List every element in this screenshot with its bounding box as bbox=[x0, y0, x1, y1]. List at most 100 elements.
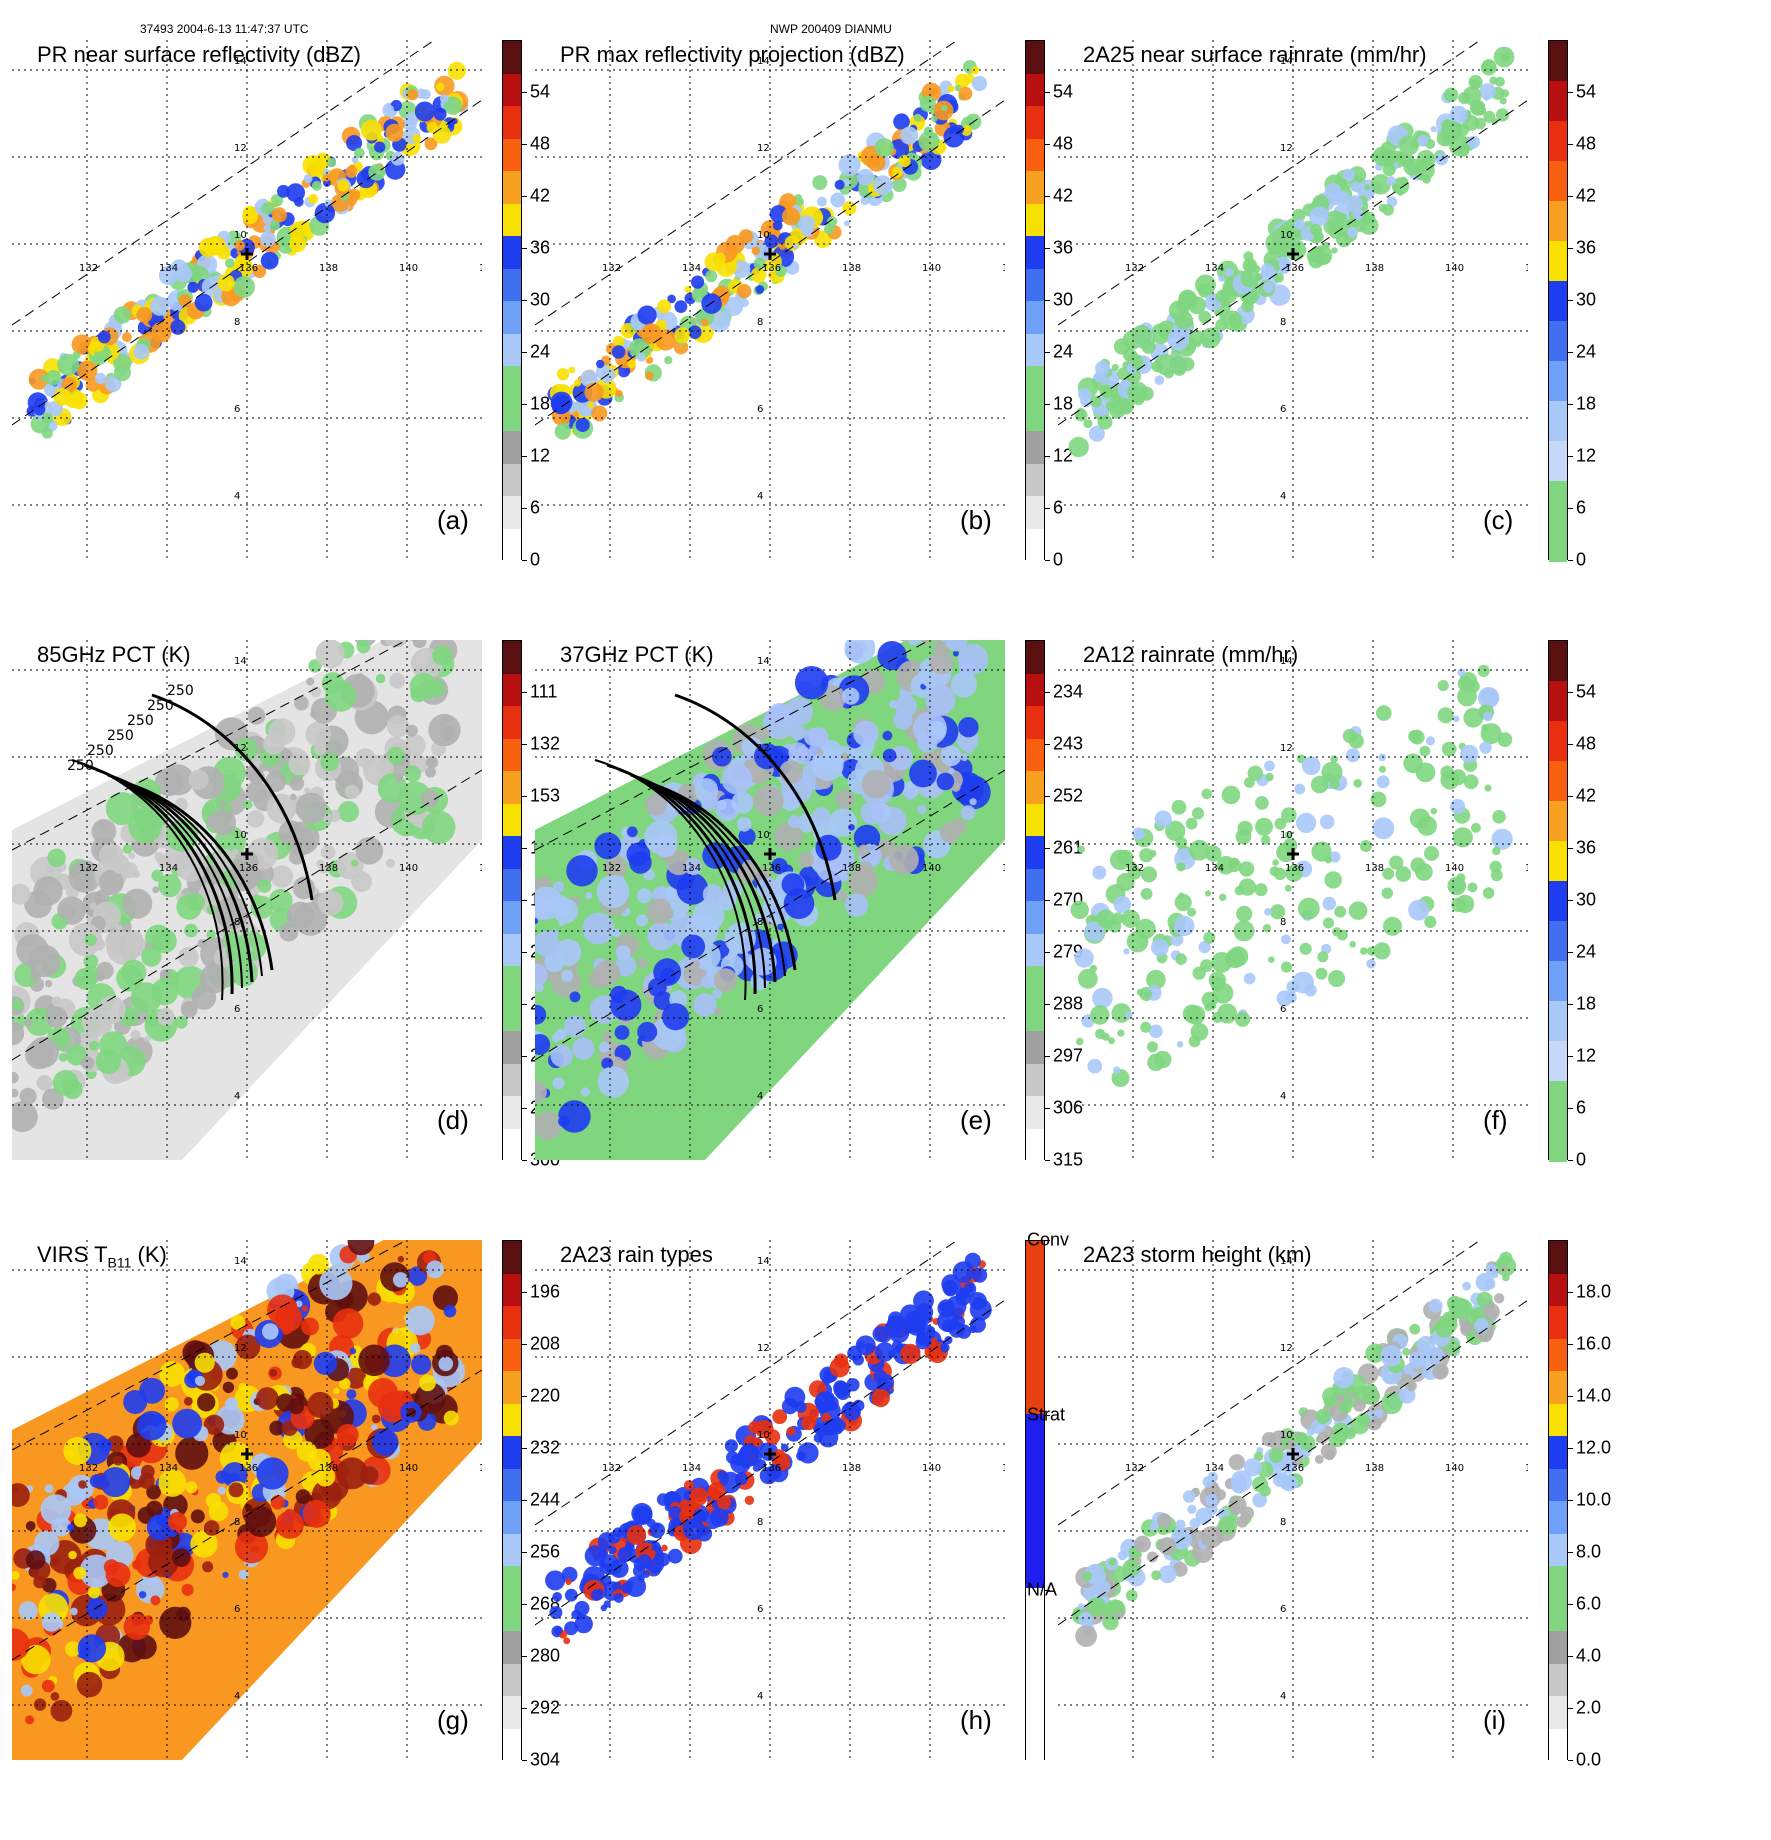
longitude-label: 142 bbox=[479, 863, 482, 874]
latitude-label: 10 bbox=[1280, 830, 1293, 841]
map-canvas bbox=[535, 640, 1005, 1160]
precip-cell bbox=[126, 1432, 151, 1458]
precip-cell bbox=[384, 104, 395, 114]
colorbar-label: 6.0 bbox=[1576, 1593, 1602, 1614]
precip-cell bbox=[1259, 1485, 1271, 1497]
colorbar-tick bbox=[1045, 1590, 1050, 1591]
precip-cell bbox=[356, 640, 371, 654]
colorbar-tick bbox=[1045, 92, 1050, 93]
precip-cell bbox=[210, 809, 237, 836]
precip-cell bbox=[1324, 183, 1342, 200]
precip-cell bbox=[1243, 1458, 1263, 1477]
precip-cell bbox=[637, 1554, 652, 1569]
precip-cell bbox=[721, 763, 753, 795]
precip-cell bbox=[234, 737, 259, 762]
precip-cell bbox=[1294, 783, 1306, 795]
colorbar-tick bbox=[1568, 692, 1573, 693]
colorbar-strip bbox=[1025, 1240, 1045, 1762]
precip-cell bbox=[1255, 796, 1269, 810]
contour-label: 250 bbox=[127, 713, 154, 729]
latitude-label: 4 bbox=[1280, 1691, 1287, 1702]
colorbar-tick bbox=[522, 1604, 527, 1605]
panel-b: 132 134 136 138 140 142 14 12 10 8 6 4 PR max reflec… bbox=[535, 40, 1135, 640]
precip-cell bbox=[798, 215, 816, 233]
precip-cell bbox=[337, 179, 350, 192]
colorbar-segment bbox=[1026, 933, 1044, 967]
precip-cell bbox=[681, 934, 706, 959]
colorbar-tick bbox=[1568, 1448, 1573, 1449]
colorbar-segment bbox=[503, 268, 521, 302]
precip-cell bbox=[1227, 946, 1249, 967]
colorbar-label: 42 bbox=[1576, 185, 1597, 206]
precip-cell bbox=[744, 751, 754, 761]
precip-cell bbox=[937, 1310, 959, 1332]
precip-cell bbox=[65, 1641, 81, 1657]
precip-cell bbox=[28, 1037, 59, 1068]
precip-cell bbox=[293, 196, 304, 207]
precip-cell bbox=[1482, 711, 1493, 722]
precip-cell bbox=[1317, 951, 1329, 963]
panel-title-suffix: (K) bbox=[131, 1242, 167, 1267]
precip-cell bbox=[188, 769, 209, 790]
precip-cell bbox=[202, 1561, 214, 1573]
colorbar-tick bbox=[522, 1500, 527, 1501]
precip-cell bbox=[294, 695, 309, 711]
precip-cell bbox=[708, 310, 731, 333]
longitude-label: 138 bbox=[842, 863, 862, 874]
precip-cell bbox=[798, 851, 814, 868]
precip-cell bbox=[303, 174, 313, 184]
precip-cell bbox=[857, 168, 874, 186]
panel-letter: (f) bbox=[1483, 1105, 1508, 1135]
precip-cell bbox=[597, 1066, 629, 1098]
precip-cell bbox=[45, 370, 62, 386]
precip-cell bbox=[1386, 176, 1396, 186]
swath-edge-line bbox=[12, 640, 408, 851]
colorbar-segment bbox=[1026, 1501, 1044, 1589]
latitude-label: 6 bbox=[234, 1604, 241, 1615]
precip-cell bbox=[804, 727, 822, 746]
colorbar-strip bbox=[1548, 40, 1568, 562]
precip-cell bbox=[777, 923, 784, 931]
precip-cell bbox=[1491, 828, 1513, 850]
colorbar-segment bbox=[503, 333, 521, 367]
precip-cell bbox=[860, 801, 884, 825]
colorbar-tick bbox=[1568, 1552, 1573, 1553]
colorbar-segment bbox=[1026, 706, 1044, 739]
precip-cell bbox=[1489, 860, 1502, 873]
panel-title-text: 37GHz PCT (K) bbox=[560, 642, 714, 667]
precip-cell bbox=[158, 1469, 187, 1497]
precip-cell bbox=[336, 1423, 359, 1446]
longitude-label: 134 bbox=[1205, 1463, 1225, 1474]
precip-cell bbox=[12, 883, 31, 905]
precip-cell bbox=[1296, 812, 1317, 833]
latitude-label: 14 bbox=[234, 56, 247, 67]
precip-cell bbox=[1419, 745, 1431, 757]
precip-cell bbox=[1399, 176, 1408, 185]
longitude-label: 140 bbox=[1445, 863, 1465, 874]
precip-cell bbox=[351, 859, 359, 867]
precip-cell bbox=[563, 1637, 571, 1645]
precip-cell bbox=[1476, 1291, 1493, 1308]
precip-cell bbox=[843, 812, 850, 819]
precip-cell bbox=[1316, 1432, 1329, 1444]
precip-cell bbox=[1157, 1513, 1172, 1528]
precip-cell bbox=[1126, 930, 1149, 953]
colorbar-segment bbox=[1026, 366, 1044, 399]
precip-cell bbox=[1495, 108, 1510, 122]
colorbar-segment bbox=[1549, 1081, 1567, 1122]
panel-title-text: 2A12 rainrate (mm/hr) bbox=[1083, 642, 1299, 667]
precip-cell bbox=[42, 1088, 64, 1110]
precip-cell bbox=[88, 1586, 101, 1599]
storm-center-marker bbox=[1287, 1448, 1299, 1460]
precip-cell bbox=[952, 1261, 975, 1283]
precip-cell bbox=[371, 1424, 378, 1431]
colorbar-label: 36 bbox=[530, 237, 551, 258]
precip-cell bbox=[113, 1455, 123, 1466]
colorbar-segment bbox=[503, 868, 521, 902]
colorbar-segment bbox=[1549, 1121, 1567, 1162]
contour-label: 250 bbox=[147, 698, 174, 714]
precip-cell bbox=[684, 857, 702, 876]
latitude-label: 14 bbox=[1280, 56, 1293, 67]
latitude-label: 8 bbox=[1280, 917, 1287, 928]
precip-cell bbox=[801, 1415, 816, 1431]
